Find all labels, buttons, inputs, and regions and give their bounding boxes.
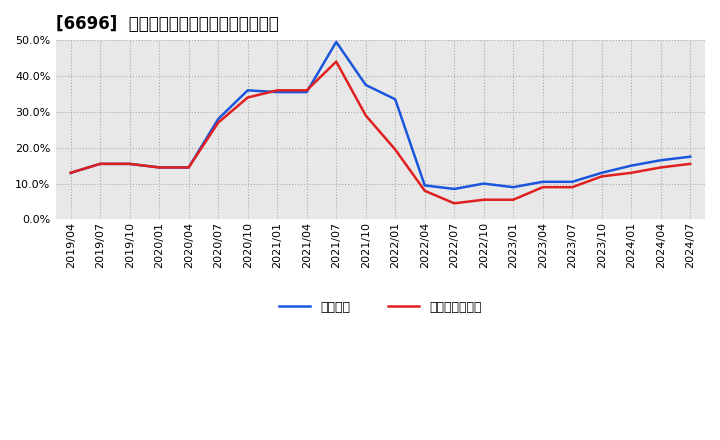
固定長期適合率 (361, 113, 370, 118)
固定長期適合率 (627, 170, 636, 176)
固定比率 (480, 181, 488, 186)
固定比率 (420, 183, 429, 188)
Legend: 固定比率, 固定長期適合率: 固定比率, 固定長期適合率 (279, 301, 482, 314)
固定比率 (273, 89, 282, 95)
固定比率 (568, 179, 577, 184)
固定比率 (509, 184, 518, 190)
固定比率 (686, 154, 695, 159)
固定長期適合率 (450, 201, 459, 206)
固定比率 (66, 170, 75, 176)
固定長期適合率 (155, 165, 163, 170)
固定長期適合率 (391, 147, 400, 152)
Line: 固定長期適合率: 固定長期適合率 (71, 62, 690, 203)
固定比率 (243, 88, 252, 93)
固定長期適合率 (568, 184, 577, 190)
固定長期適合率 (332, 59, 341, 64)
固定長期適合率 (598, 174, 606, 179)
固定比率 (96, 161, 104, 166)
固定比率 (450, 186, 459, 191)
固定長期適合率 (273, 88, 282, 93)
固定比率 (332, 39, 341, 44)
固定長期適合率 (480, 197, 488, 202)
固定長期適合率 (214, 120, 222, 125)
固定長期適合率 (539, 184, 547, 190)
Line: 固定比率: 固定比率 (71, 42, 690, 189)
固定比率 (302, 89, 311, 95)
固定比率 (598, 170, 606, 176)
固定比率 (184, 165, 193, 170)
固定比率 (155, 165, 163, 170)
固定比率 (214, 117, 222, 122)
固定長期適合率 (125, 161, 134, 166)
固定長期適合率 (657, 165, 665, 170)
固定比率 (125, 161, 134, 166)
固定長期適合率 (686, 161, 695, 166)
固定比率 (657, 158, 665, 163)
固定長期適合率 (509, 197, 518, 202)
固定長期適合率 (96, 161, 104, 166)
固定長期適合率 (184, 165, 193, 170)
固定長期適合率 (302, 88, 311, 93)
固定比率 (361, 82, 370, 88)
Text: [6696]  固定比率、固定長期適合率の推移: [6696] 固定比率、固定長期適合率の推移 (56, 15, 279, 33)
固定比率 (391, 97, 400, 102)
固定長期適合率 (420, 188, 429, 194)
固定長期適合率 (66, 170, 75, 176)
固定比率 (539, 179, 547, 184)
固定長期適合率 (243, 95, 252, 100)
固定比率 (627, 163, 636, 168)
